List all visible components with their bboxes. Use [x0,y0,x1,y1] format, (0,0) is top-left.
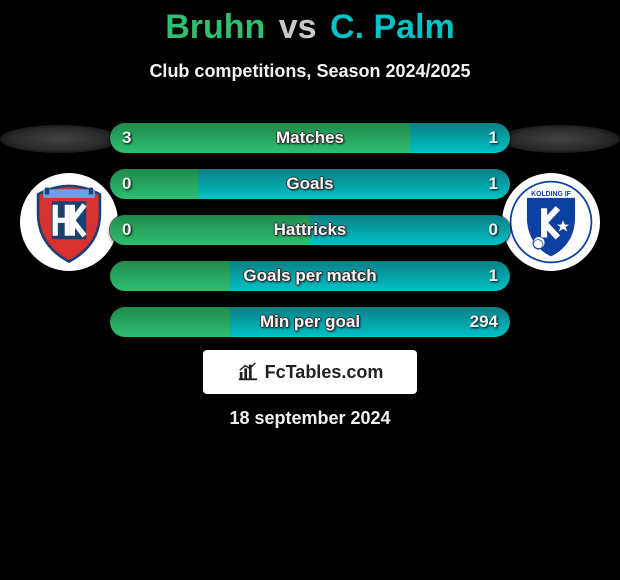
stat-value-left: 3 [122,123,131,153]
vs-text: vs [279,8,317,46]
hk-crest-icon [26,179,112,265]
stat-value-right: 294 [470,307,498,337]
stat-bar-left [110,215,310,245]
stat-value-right: 1 [489,123,498,153]
stat-value-right: 1 [489,169,498,199]
player2-club-crest: KOLDING IF [502,173,600,271]
stat-bar-right [230,261,510,291]
stat-value-left: 0 [122,169,131,199]
stat-bar-left [110,307,230,337]
comparison-stage: KOLDING IF Matches31Goals01Hattricks00Go… [0,105,620,365]
chart-icon [237,361,259,383]
subtitle: Club competitions, Season 2024/2025 [0,61,620,82]
snapshot-date: 18 september 2024 [0,408,620,429]
player1-club-crest [20,173,118,271]
stat-value-left: 0 [122,215,131,245]
stat-bar-left [110,261,230,291]
comparison-title: Bruhn vs C. Palm [0,0,620,47]
stat-row: Goals per match1 [110,261,510,291]
stat-row: Hattricks00 [110,215,510,245]
source-badge: FcTables.com [203,350,417,394]
stat-bar-right [230,307,510,337]
stat-bars: Matches31Goals01Hattricks00Goals per mat… [110,123,510,337]
stat-bar-left [110,123,410,153]
stat-row: Goals01 [110,169,510,199]
stat-value-right: 0 [489,215,498,245]
kolding-crest-icon: KOLDING IF [508,179,594,265]
source-site: FcTables.com [265,362,384,383]
player2-shadow [500,125,620,153]
player1-shadow [0,125,120,153]
stat-bar-right [198,169,510,199]
player2-name: C. Palm [330,8,455,46]
svg-text:KOLDING IF: KOLDING IF [531,191,571,198]
stat-value-right: 1 [489,261,498,291]
stat-row: Matches31 [110,123,510,153]
stat-row: Min per goal294 [110,307,510,337]
player1-name: Bruhn [165,8,265,46]
stat-bar-right [310,215,510,245]
